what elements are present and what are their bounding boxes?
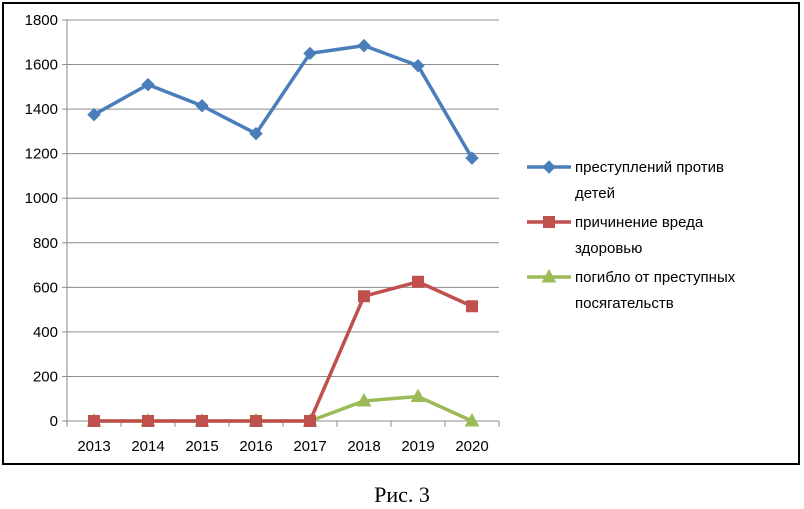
series-2: [88, 275, 478, 427]
x-tick-label: 2013: [77, 438, 110, 455]
data-point: [87, 107, 101, 122]
data-point: [412, 275, 424, 288]
data-point: [466, 300, 478, 313]
x-tick-label: 2017: [293, 438, 326, 455]
x-tick-label: 2020: [455, 438, 488, 455]
legend-label: причинение вреда здоровью: [575, 214, 704, 257]
x-tick-label: 2014: [131, 438, 164, 455]
data-point: [357, 38, 371, 53]
series-line: [93, 43, 474, 160]
x-tick-label: 2019: [401, 438, 434, 455]
x-tick-label: 2016: [239, 438, 272, 455]
data-point: [303, 46, 317, 61]
chart-frame: [2, 2, 800, 465]
data-point: [411, 58, 425, 73]
data-point: [410, 388, 426, 402]
series-1: [87, 38, 479, 165]
series-line: [94, 280, 473, 423]
legend-marker: [541, 268, 557, 283]
y-tick-label: 600: [33, 279, 58, 296]
data-point: [356, 392, 372, 407]
data-point: [249, 126, 263, 141]
y-tick-label: 1000: [25, 190, 58, 207]
y-tick-labels: 0 200 400 600 800 1000 1200 1400 1600 1800: [25, 12, 58, 430]
y-tick-label: 1800: [25, 12, 58, 29]
y-tick-label: 800: [33, 235, 58, 252]
legend-item-1: преступлений против детей: [527, 159, 724, 202]
data-point: [195, 99, 209, 113]
y-tick-label: 1200: [25, 146, 58, 163]
data-point: [464, 412, 480, 427]
legend-item-2: причинение вреда здоровью: [527, 214, 704, 257]
legend: преступлений против детей причинение вреда…: [527, 159, 736, 312]
y-tick-label: 400: [33, 324, 58, 341]
legend-marker: [542, 160, 556, 174]
y-tick-label: 200: [33, 368, 58, 385]
legend-item-3: погибло от преступных посягательств: [527, 268, 736, 312]
figure-caption: Рис. 3: [374, 482, 430, 507]
legend-marker: [543, 216, 555, 228]
legend-label: преступлений против детей: [575, 159, 724, 202]
data-point: [141, 77, 155, 92]
data-point: [142, 415, 154, 427]
x-tick-label: 2018: [347, 438, 380, 455]
data-point: [250, 415, 262, 427]
data-point: [358, 290, 370, 303]
y-tick-label: 0: [50, 413, 58, 430]
y-tick-label: 1400: [25, 101, 58, 118]
x-tick-labels: 2013 2014 2015 2016 2017 2018 2019 2020: [77, 438, 488, 455]
data-point: [465, 151, 479, 165]
x-tick-label: 2015: [185, 438, 218, 455]
grid: [67, 19, 499, 377]
axes: [62, 19, 500, 427]
series-layer: [86, 38, 480, 427]
data-point: [304, 415, 316, 427]
data-point: [88, 415, 100, 427]
legend-label: погибло от преступных посягательств: [575, 269, 736, 312]
data-point: [196, 415, 208, 427]
y-tick-label: 1600: [25, 57, 58, 74]
